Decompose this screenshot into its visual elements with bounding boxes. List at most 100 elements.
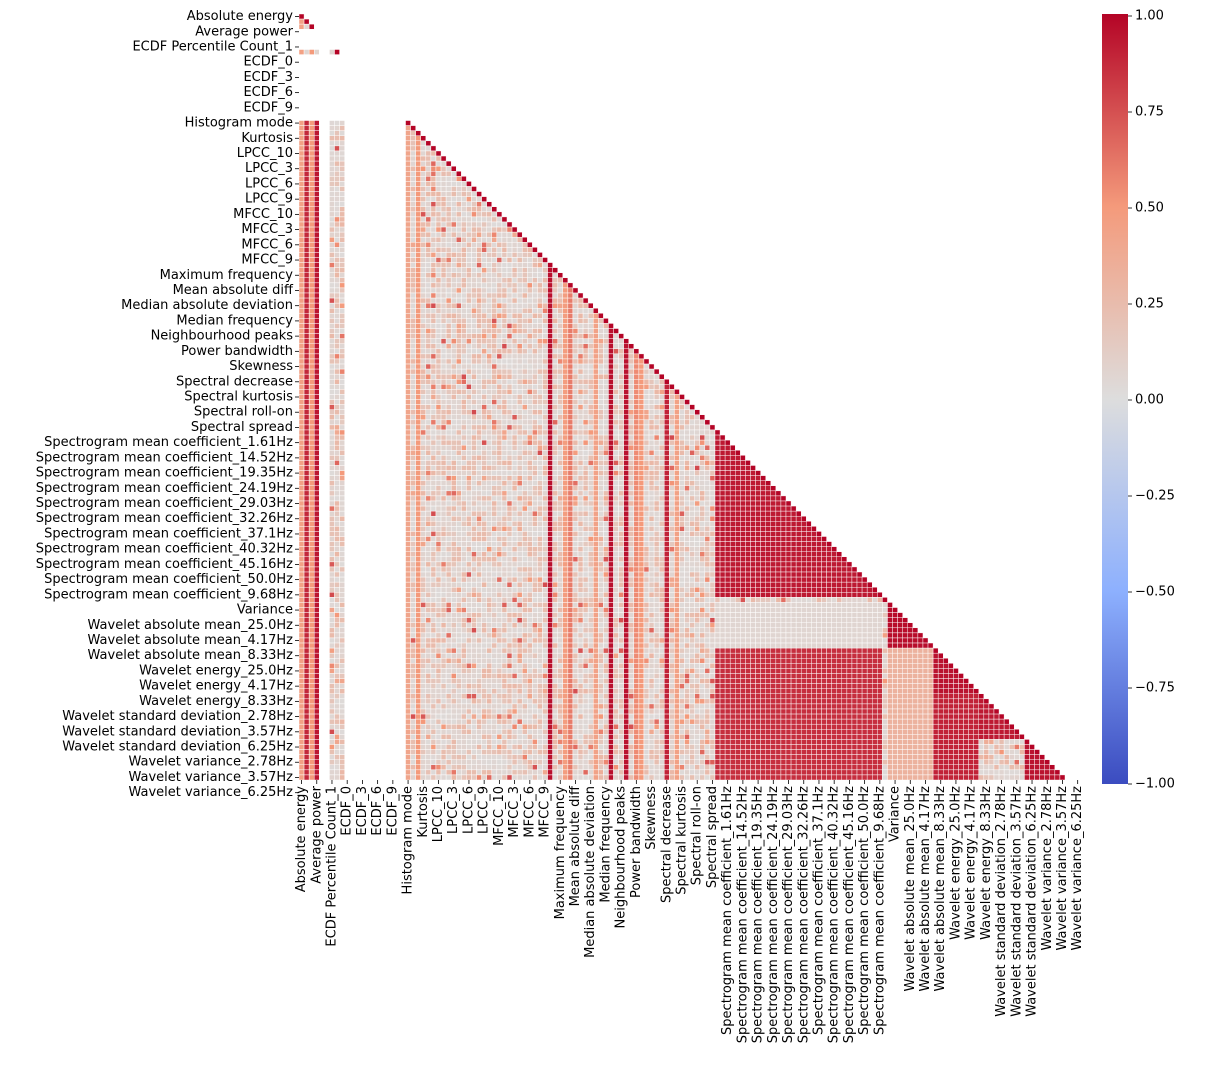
heatmap-cell [593, 364, 598, 369]
heatmap-cell [497, 562, 502, 567]
heatmap-cell [461, 263, 466, 268]
heatmap-cell [654, 557, 659, 562]
heatmap-cell [492, 329, 497, 334]
heatmap-cell [517, 435, 522, 440]
heatmap-cell [578, 537, 583, 542]
heatmap-cell [563, 572, 568, 577]
heatmap-cell [583, 323, 588, 328]
heatmap-cell [548, 567, 553, 572]
heatmap-cell [634, 450, 639, 455]
heatmap-cell [527, 476, 532, 481]
heatmap-cell [634, 486, 639, 491]
heatmap-cell [512, 298, 517, 303]
heatmap-cell [471, 278, 476, 283]
heatmap-cell [527, 318, 532, 323]
heatmap-cell [603, 359, 608, 364]
heatmap-cell [406, 582, 411, 587]
heatmap-cell [426, 283, 431, 288]
heatmap-cell [614, 537, 619, 542]
heatmap-cell [537, 531, 542, 536]
heatmap-cell [685, 547, 690, 552]
heatmap-cell [471, 400, 476, 405]
heatmap-cell [446, 547, 451, 552]
heatmap-cell [314, 278, 319, 283]
heatmap-cell [451, 354, 456, 359]
heatmap-cell [543, 394, 548, 399]
heatmap-cell [517, 288, 522, 293]
heatmap-cell [710, 496, 715, 501]
heatmap-cell [715, 465, 720, 470]
heatmap-cell [583, 460, 588, 465]
heatmap-cell [497, 222, 502, 227]
heatmap-cell [578, 547, 583, 552]
heatmap-cell [685, 420, 690, 425]
heatmap-cell [598, 476, 603, 481]
heatmap-cell [497, 471, 502, 476]
heatmap-cell [416, 501, 421, 506]
heatmap-cell [299, 410, 304, 415]
heatmap-cell [461, 511, 466, 516]
heatmap-cell [329, 329, 334, 334]
heatmap-cell [583, 334, 588, 339]
heatmap-cell [832, 552, 837, 557]
heatmap-cell [451, 318, 456, 323]
heatmap-cell [563, 506, 568, 511]
heatmap-cell [786, 567, 791, 572]
heatmap-cell [431, 481, 436, 486]
heatmap-cell [537, 379, 542, 384]
heatmap-cell [573, 587, 578, 592]
heatmap-cell [492, 557, 497, 562]
heatmap-cell [431, 242, 436, 247]
heatmap-cell [811, 526, 816, 531]
heatmap-cell [329, 506, 334, 511]
heatmap-cell [624, 506, 629, 511]
heatmap-cell [411, 506, 416, 511]
heatmap-cell [335, 359, 340, 364]
heatmap-cell [679, 552, 684, 557]
heatmap-cell [669, 506, 674, 511]
heatmap-cell [563, 496, 568, 501]
heatmap-cell [517, 313, 522, 318]
heatmap-cell [786, 552, 791, 557]
heatmap-cell [340, 263, 345, 268]
heatmap-cell [695, 557, 700, 562]
heatmap-cell [497, 308, 502, 313]
heatmap-cell [598, 557, 603, 562]
heatmap-cell [502, 273, 507, 278]
heatmap-cell [756, 491, 761, 496]
heatmap-cell [537, 263, 542, 268]
heatmap-cell [471, 420, 476, 425]
heatmap-cell [512, 567, 517, 572]
heatmap-cell [487, 572, 492, 577]
heatmap-cell [685, 572, 690, 577]
heatmap-cell [436, 511, 441, 516]
heatmap-cell [335, 384, 340, 389]
heatmap-cell [512, 486, 517, 491]
heatmap-cell [299, 481, 304, 486]
heatmap-cell [532, 455, 537, 460]
heatmap-cell [314, 486, 319, 491]
heatmap-cell [340, 557, 345, 562]
heatmap-cell [578, 521, 583, 526]
heatmap-cell [634, 389, 639, 394]
heatmap-cell [477, 501, 482, 506]
heatmap-cell [588, 384, 593, 389]
heatmap-cell [441, 562, 446, 567]
heatmap-cell [497, 405, 502, 410]
heatmap-cell [304, 339, 309, 344]
heatmap-cell [466, 476, 471, 481]
heatmap-cell [761, 491, 766, 496]
heatmap-cell [842, 562, 847, 567]
heatmap-cell [720, 577, 725, 582]
heatmap-cell [654, 496, 659, 501]
heatmap-cell [406, 171, 411, 176]
heatmap-cell [669, 460, 674, 465]
heatmap-cell [421, 176, 426, 181]
heatmap-cell [299, 394, 304, 399]
heatmap-cell [416, 151, 421, 156]
heatmap-cell [304, 547, 309, 552]
heatmap-cell [543, 329, 548, 334]
heatmap-cell [573, 445, 578, 450]
heatmap-cell [725, 582, 730, 587]
heatmap-cell [685, 465, 690, 470]
